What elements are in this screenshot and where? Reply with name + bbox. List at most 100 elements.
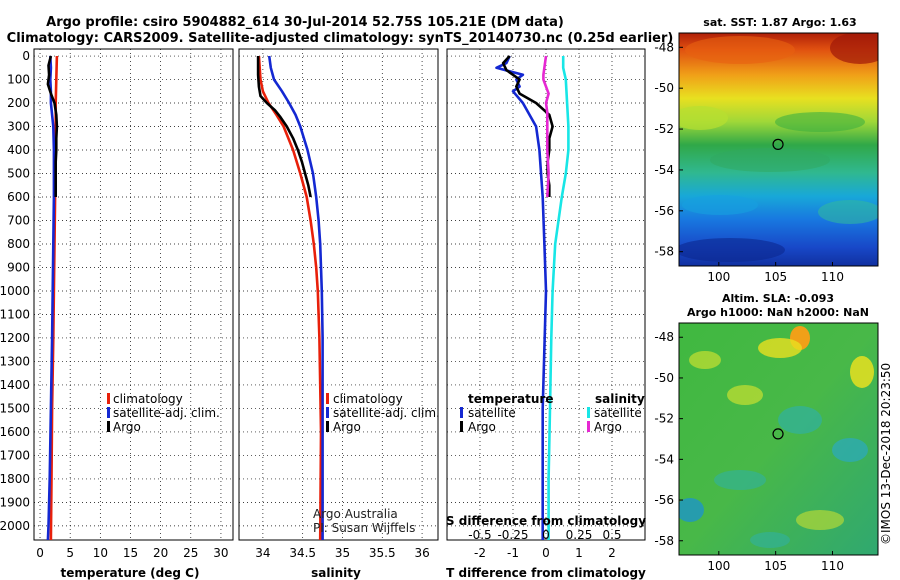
sla-map: 100 105 110 -48 -50 -52 -54 -56 -58 (654, 322, 879, 573)
sla-map-title-2: Argo h1000: NaN h2000: NaN (687, 306, 869, 319)
sst-patch (710, 148, 830, 172)
x-tick-label: 20 (153, 546, 168, 560)
depth-tick-label: 200 (7, 96, 30, 110)
sst-map: 100 105 110 -48 -50 -52 -54 -56 -58 (654, 32, 879, 284)
sla-patch (758, 338, 802, 358)
sla-patch (832, 438, 868, 462)
argo-position-marker (772, 428, 784, 440)
x-tick-label: 5 (66, 546, 74, 560)
credit-argo-australia: Argo Australia (313, 507, 398, 521)
map-y-tick-label: -52 (654, 412, 674, 426)
sla-patch (714, 470, 766, 490)
sla-patch (679, 498, 704, 522)
legend-swatch-satellite (326, 407, 329, 418)
sst-map-title: sat. SST: 1.87 Argo: 1.63 (703, 16, 856, 29)
sst-patch (775, 112, 865, 132)
map-y-tick-label: -56 (654, 204, 674, 218)
legend-satellite-adj: satellite-adj. clim. (113, 406, 220, 420)
difference-xlabel: T difference from climatology (446, 566, 646, 580)
x-tick-label: -2 (474, 546, 486, 560)
map-y-tick-label: -54 (654, 452, 674, 466)
legend-satellite-adj: satellite-adj. clim. (333, 406, 440, 420)
legend-swatch-s-argo (587, 421, 590, 432)
salinity-legend: climatology satellite-adj. clim. Argo (326, 392, 440, 434)
depth-tick-label: 0 (22, 49, 30, 63)
map-y-tick-label: -48 (654, 40, 674, 54)
legend-group-salinity: salinity (595, 392, 645, 406)
x-tick-label: 36 (414, 546, 429, 560)
depth-tick-label: 300 (7, 120, 30, 134)
x-tick-label: 35.5 (369, 546, 396, 560)
sla-patch (796, 510, 844, 530)
legend-t-satellite: satellite (468, 406, 516, 420)
difference-legend: temperature salinity satellite Argo sate… (460, 392, 645, 434)
legend-swatch-climatology (107, 393, 110, 404)
legend-s-argo: Argo (594, 420, 622, 434)
x-tick-label: 1 (575, 546, 583, 560)
difference-panel: -2 -1 0 1 2 -0.5 -0.25 0 0.25 0.5 (446, 48, 646, 560)
legend-swatch-satellite (107, 407, 110, 418)
map-x-tick-label: 100 (707, 270, 730, 284)
title-line-1: Argo profile: csiro 5904882_614 30-Jul-2… (46, 15, 564, 30)
map-x-tick-label: 105 (764, 559, 787, 573)
depth-tick-label: 1200 (0, 331, 30, 345)
legend-swatch-argo (107, 421, 110, 432)
depth-tick-label: 2000 (0, 519, 30, 533)
x-tick-label: 34 (255, 546, 270, 560)
depth-tick-label: 700 (7, 213, 30, 227)
sla-map-title-1: Altim. SLA: -0.093 (722, 292, 834, 305)
sst-patch (830, 33, 878, 64)
map-x-tick-label: 110 (821, 270, 844, 284)
s-difference-label: S difference from climatology (446, 514, 646, 528)
map-y-tick-label: -50 (654, 371, 674, 385)
depth-tick-label: 1400 (0, 378, 30, 392)
depth-tick-label: 500 (7, 167, 30, 181)
imos-stamp: ©IMOS 13-Dec-2018 20:23:50 (879, 363, 893, 545)
series-line-satellite-adj-clim- (46, 55, 56, 540)
sla-patch (727, 385, 763, 405)
depth-tick-label: 400 (7, 143, 30, 157)
sla-patch (750, 532, 790, 548)
sst-patch (679, 106, 728, 130)
series-line-climatology (257, 55, 323, 540)
x-tick-label: 30 (213, 546, 228, 560)
series-line-s-satellite (547, 56, 570, 540)
depth-tick-label: 1300 (0, 354, 30, 368)
legend-climatology: climatology (113, 392, 183, 406)
sst-patch (682, 195, 758, 215)
x-tick-label: 10 (93, 546, 108, 560)
legend-swatch-s-satellite (587, 407, 590, 418)
x-tick-label: 25 (183, 546, 198, 560)
series-group (495, 55, 570, 540)
map-y-tick-label: -50 (654, 81, 674, 95)
x-tick-label: -1 (507, 546, 519, 560)
sla-patch (689, 351, 721, 369)
series-group (46, 55, 59, 540)
legend-argo: Argo (333, 420, 361, 434)
depth-tick-label: 1500 (0, 401, 30, 415)
x-tick-label: 0 (36, 546, 44, 560)
salinity-xlabel: salinity (311, 566, 361, 580)
x-tick-label: 34.5 (289, 546, 316, 560)
temperature-xlabel: temperature (deg C) (61, 566, 200, 580)
series-line-satellite-adj-clim- (267, 55, 324, 540)
s-tick-label: 0.25 (566, 528, 593, 542)
map-y-tick-label: -56 (654, 493, 674, 507)
legend-climatology: climatology (333, 392, 403, 406)
map-y-tick-label: -58 (654, 245, 674, 259)
credit-pi: PI: Susan Wijffels (313, 521, 415, 535)
sst-patch (685, 36, 795, 64)
x-tick-label: 0 (542, 546, 550, 560)
legend-group-temperature: temperature (468, 392, 553, 406)
depth-tick-label: 1100 (0, 307, 30, 321)
legend-swatch-t-argo (460, 421, 463, 432)
sst-patch (818, 200, 878, 224)
map-y-tick-label: -48 (654, 330, 674, 344)
depth-tick-label: 1800 (0, 472, 30, 486)
plot-frame (238, 48, 439, 541)
sst-map-field (679, 33, 878, 266)
argo-position-marker (772, 138, 784, 150)
legend-t-argo: Argo (468, 420, 496, 434)
x-tick-label: 35 (335, 546, 350, 560)
